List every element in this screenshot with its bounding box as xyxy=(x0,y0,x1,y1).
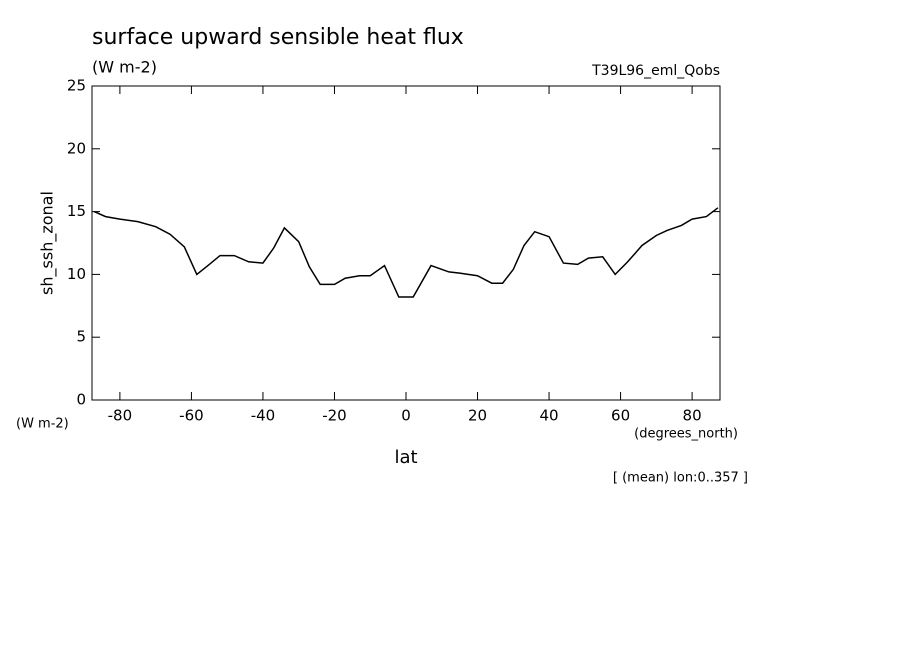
x-tick-label: 0 xyxy=(401,407,411,425)
y-tick-label: 0 xyxy=(76,391,86,409)
x-tick-label: -40 xyxy=(251,407,276,425)
y-axis-label: sh_ssh_zonal xyxy=(38,191,58,295)
y-tick-label: 10 xyxy=(67,265,86,283)
x-tick-label: 20 xyxy=(468,407,487,425)
x-tick-label: -20 xyxy=(322,407,347,425)
y-tick-label: 15 xyxy=(67,202,86,220)
x-tick-label: -80 xyxy=(108,407,133,425)
plot-frame xyxy=(91,85,721,401)
dataset-label: T39L96_eml_Qobs xyxy=(591,63,720,79)
data-line xyxy=(93,207,719,298)
y-tick-label: 5 xyxy=(76,328,86,346)
x-axis-label: lat xyxy=(394,447,417,468)
y-tick-label: 20 xyxy=(67,139,86,157)
y-tick-label: 25 xyxy=(67,77,86,95)
units: (W m-2) xyxy=(92,58,157,77)
x-units: (degrees_north) xyxy=(634,427,738,442)
x-tick-label: 40 xyxy=(540,407,559,425)
x-tick-label: 60 xyxy=(611,407,630,425)
x-tick-label: 80 xyxy=(683,407,702,425)
x-tick-label: -60 xyxy=(179,407,204,425)
note: [ (mean) lon:0..357 ] xyxy=(613,471,748,486)
y-units: (W m-2) xyxy=(16,417,69,432)
chart-title: surface upward sensible heat flux xyxy=(92,25,464,50)
